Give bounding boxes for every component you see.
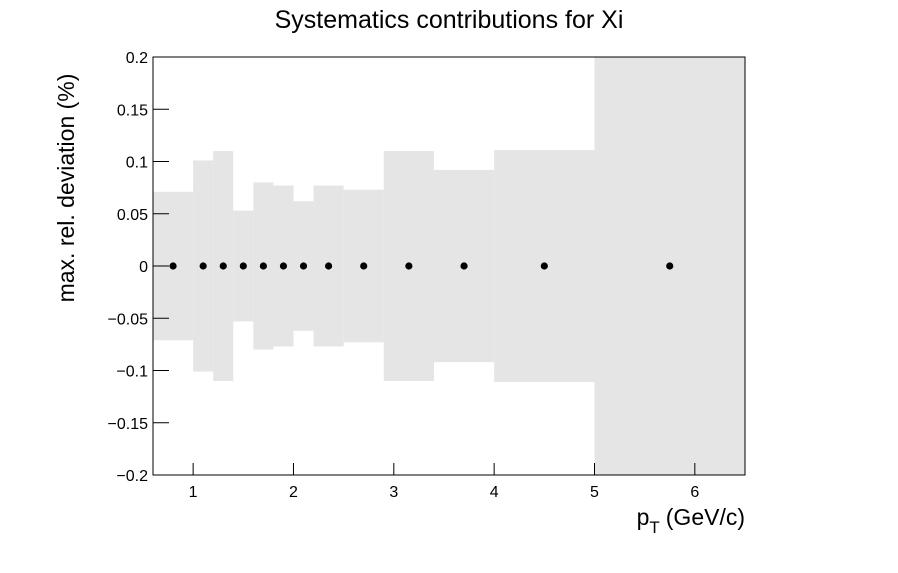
y-tick-label: 0.15	[117, 102, 148, 119]
y-tick-label: −0.05	[108, 311, 149, 328]
y-tick-label: 0	[139, 259, 148, 276]
y-tick-label: −0.1	[116, 364, 148, 381]
data-point	[279, 262, 288, 270]
chart-title: Systematics contributions for Xi	[275, 6, 624, 34]
y-tick-label: 0.1	[126, 155, 148, 172]
x-tick-label: 1	[189, 484, 198, 501]
y-tick-label: −0.15	[108, 416, 149, 433]
data-point	[239, 262, 247, 270]
data-point	[360, 262, 368, 270]
foreground: −0.2 −0.15 −0.1 −0.05 0 0.05 0.1 0.15 0.2 1 2 3 4 5 6	[108, 50, 746, 501]
data-point	[324, 262, 333, 270]
data-point	[405, 262, 413, 270]
x-tick-label: 4	[490, 484, 499, 501]
x-tick-label: 5	[590, 484, 599, 501]
data-point	[460, 262, 468, 270]
x-axis-label: pT (GeV/c)	[637, 504, 745, 537]
data-point	[259, 262, 267, 270]
x-tick-label: 6	[690, 484, 699, 501]
data-point	[199, 262, 207, 270]
y-tick-label: 0.05	[117, 207, 148, 224]
data-point	[219, 262, 227, 270]
x-label-rest: (GeV/c)	[666, 504, 745, 530]
x-tick-label: 3	[389, 484, 398, 501]
y-tick-label: 0.2	[126, 50, 148, 67]
data-point	[540, 262, 548, 270]
x-tick-label: 2	[289, 484, 298, 501]
data-point	[666, 262, 674, 270]
data-point	[169, 262, 177, 270]
y-tick-label: −0.2	[116, 468, 148, 485]
x-label-base: p	[637, 504, 650, 530]
x-label-sub: T	[649, 518, 659, 537]
data-point	[299, 262, 308, 270]
y-axis-label: max. rel. deviation (%)	[53, 74, 79, 303]
